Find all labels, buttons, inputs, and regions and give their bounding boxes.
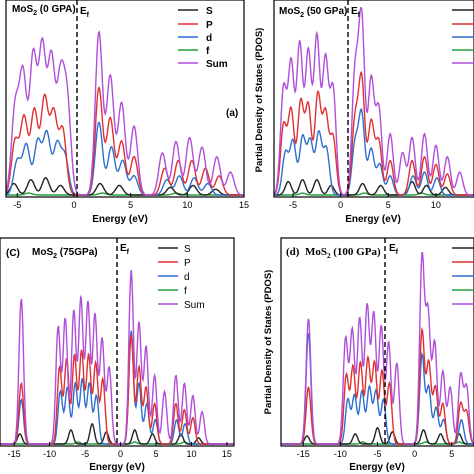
x-tick-label: -15 [297,449,310,459]
panel-b: -5 0 5 10 MoS2 (50 GPa) Ef Partial Density … [254,0,474,225]
plot-area-b [273,7,474,196]
fermi-label-b: Ef [351,6,361,19]
plot-area-c [0,270,234,445]
legend-c: S P d f Sum [158,244,205,311]
x-tick-label: 10 [431,200,441,210]
series-s-line [281,426,474,445]
series-s-line [5,177,244,196]
series-sum-line [5,30,244,196]
x-tick-label: 15 [239,200,249,210]
series-sum-line [273,7,474,196]
legend-c-label-f: f [184,286,187,297]
fermi-label-d: Ef [389,243,399,256]
series-d-line [5,121,244,196]
fermi-label-c: Ef [120,243,130,256]
x-ticks-b: -5 0 5 10 [289,193,441,210]
x-axis-label-a: Energy (eV) [92,214,148,225]
series-p-line [281,326,474,445]
x-tick-label: 10 [182,200,192,210]
panel-label-a: (a) [226,108,238,119]
x-tick-label: 10 [186,449,196,459]
legend-label-d: d [206,33,212,44]
legend-c-label-d: d [184,272,190,283]
series-s-line [274,178,474,196]
fermi-label-a: Ef [80,6,90,19]
x-tick-label: -5 [373,449,381,459]
plot-area-d [281,251,474,445]
series-d-line [273,107,474,196]
panel-d: -15 -10 -5 0 5 (d) MoS2 (100 GPa) Ef Partial… [263,237,474,473]
x-tick-label: 5 [153,449,158,459]
x-tick-label: -5 [81,449,89,459]
x-ticks-c: -15 -10 -5 0 5 10 15 [8,442,232,459]
panel-title-a: MoS2 (0 GPA) [12,4,76,17]
series-sum-line [281,251,474,445]
x-tick-label: 15 [222,449,232,459]
series-f-line [274,192,474,196]
x-axis-label-c: Energy (eV) [89,462,145,473]
legend-label-sum: Sum [206,59,228,70]
panel-c: -15 -10 -5 0 5 10 15 (C) MoS2 (75GPa) Ef Energ… [0,237,235,473]
x-tick-label: 0 [118,449,123,459]
panel-a: -5 0 5 10 15 MoS2 (0 GPA) Ef (a) Energy (eV)… [5,0,249,225]
legend-c-label-s: S [184,244,191,255]
x-tick-label: 5 [128,200,133,210]
x-tick-label: -5 [13,200,21,210]
x-tick-label: 0 [338,200,343,210]
legend-label-p: P [206,20,213,31]
x-tick-label: -10 [334,449,347,459]
panel-title-d: MoS2 (100 GPa) [305,246,381,260]
x-ticks-a: -5 0 5 10 15 [13,193,249,210]
panel-title-b: MoS2 (50 GPa) [279,6,347,19]
panel-label-d: (d) [286,246,300,258]
x-tick-label: 5 [386,200,391,210]
x-axis-label-d: Energy (eV) [349,462,405,473]
x-axis-label-b: Energy (eV) [345,214,401,225]
y-axis-label-d: Partial Density of States (PDOS) [263,270,274,415]
x-ticks-d: -15 -10 -5 0 5 [297,442,454,459]
legend-a: S P d f Sum [178,6,228,70]
x-tick-label: 0 [412,449,417,459]
legend-label-s: S [206,6,213,17]
series-p-line [5,86,244,196]
legend-label-f: f [206,46,210,57]
x-tick-label: 5 [449,449,454,459]
legend-c-label-p: P [184,258,191,269]
series-sum-line [0,270,234,445]
x-tick-label: -15 [8,449,21,459]
series-p-line [273,70,474,196]
panel-title-c: MoS2 (75GPa) [32,247,98,260]
x-tick-label: 0 [71,200,76,210]
frame-b [273,0,474,198]
x-tick-label: -5 [289,200,297,210]
frame-a [5,0,245,198]
legend-d [452,247,474,305]
plot-area-a [5,30,244,196]
legend-b [452,9,474,64]
panel-label-c: (C) [6,248,20,259]
legend-c-label-sum: Sum [184,300,205,311]
x-tick-label: -10 [43,449,56,459]
y-axis-label-b: Partial Density of States (PDOS) [254,28,265,173]
